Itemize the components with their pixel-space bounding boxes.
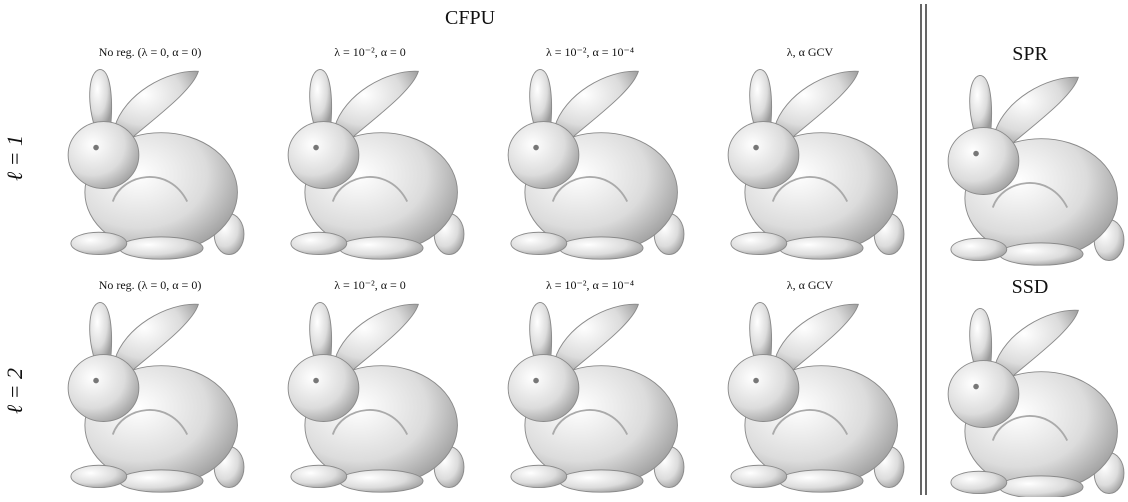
- bunny-render: [948, 75, 1124, 265]
- method-label: SSD: [1012, 276, 1049, 298]
- title: CFPU: [445, 7, 496, 29]
- bunny-render: [288, 302, 464, 492]
- column-caption: No reg. (λ = 0, α = 0): [99, 45, 202, 59]
- bunny-render: [948, 308, 1124, 497]
- column-caption: λ = 10⁻², α = 10⁻⁴: [546, 278, 634, 292]
- column-caption: No reg. (λ = 0, α = 0): [99, 278, 202, 292]
- column-caption: λ = 10⁻², α = 10⁻⁴: [546, 45, 634, 59]
- bunny-render: [728, 69, 904, 259]
- row-label: ℓ = 2: [2, 368, 27, 414]
- column-caption: λ, α GCV: [787, 45, 834, 59]
- figure: CFPU ℓ = 1 No reg. (λ = 0, α = 0) λ = 10⁻²…: [0, 0, 1128, 497]
- bunny-render: [508, 302, 684, 492]
- column-caption: λ = 10⁻², α = 0: [334, 278, 406, 292]
- bunny-render: [68, 69, 244, 259]
- bunny-render: [508, 69, 684, 259]
- column-caption: λ = 10⁻², α = 0: [334, 45, 406, 59]
- bunny-render: [728, 302, 904, 492]
- row-label: ℓ = 1: [2, 135, 27, 181]
- bunny-render: [288, 69, 464, 259]
- bunny-render: [68, 302, 244, 492]
- method-label: SPR: [1012, 43, 1048, 65]
- column-caption: λ, α GCV: [787, 278, 834, 292]
